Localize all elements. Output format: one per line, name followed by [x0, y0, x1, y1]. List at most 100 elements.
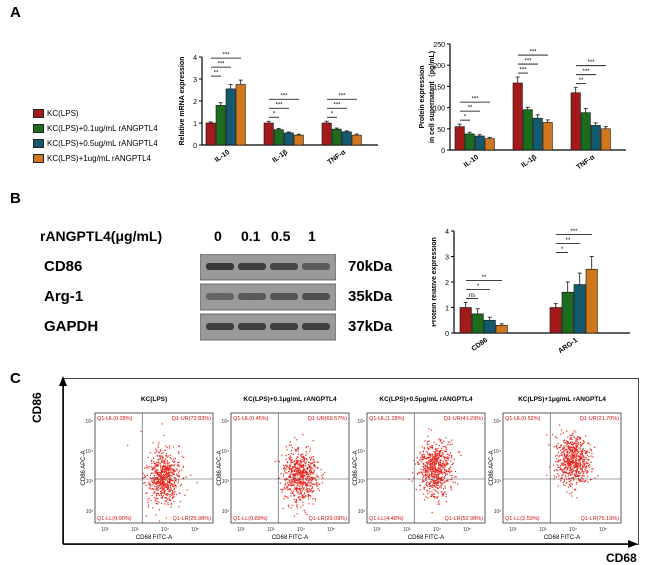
flow-event-dot: [437, 455, 439, 457]
flow-event-dot: [178, 461, 180, 463]
flow-event-dot: [436, 484, 438, 487]
flow-event-dot: [430, 455, 432, 457]
flow-event-dot: [171, 479, 173, 482]
flow-event-dot: [291, 485, 293, 487]
flow-event-dot: [160, 502, 163, 504]
flow-event-dot: [158, 442, 160, 444]
flow-event-dot: [428, 462, 430, 465]
flow-event-dot: [573, 462, 575, 464]
flow-event-dot: [435, 443, 437, 446]
flow-event-dot: [425, 470, 427, 473]
flow-event-dot: [150, 472, 153, 474]
flow-event-dot: [571, 447, 573, 449]
flow-event-dot: [301, 476, 303, 478]
flow-event-dot: [309, 489, 312, 492]
blot-band: [302, 293, 330, 300]
flow-event-dot: [301, 494, 303, 497]
flow-event-dot: [301, 485, 304, 487]
significance-label: ***: [471, 97, 479, 103]
flow-event-dot: [570, 463, 572, 465]
flow-event-dot: [153, 462, 156, 465]
flow-event-dot: [151, 469, 154, 471]
flow-event-dot: [293, 488, 295, 491]
flow-event-dot: [574, 465, 576, 468]
flow-event-dot: [166, 461, 168, 463]
flow-event-dot: [454, 481, 457, 484]
flow-event-dot: [153, 479, 155, 481]
flow-event-dot: [434, 470, 437, 473]
flow-event-dot: [164, 462, 166, 464]
flow-event-dot: [567, 442, 569, 444]
flow-event-dot: [152, 466, 154, 468]
significance-label: ***: [333, 103, 341, 109]
flow-event-dot: [156, 485, 159, 487]
flow-event-dot: [162, 484, 164, 486]
flow-event-dot: [571, 444, 574, 446]
flow-event-dot: [440, 487, 442, 489]
flow-event-dot: [451, 479, 453, 481]
flow-event-dot: [158, 451, 160, 454]
flow-event-dot: [289, 465, 291, 468]
flow-event-dot: [440, 449, 442, 452]
flow-event-dot: [422, 458, 424, 461]
flow-event-dot: [426, 474, 428, 476]
flow-event-dot: [165, 476, 167, 478]
flow-event-dot: [294, 501, 296, 503]
flow-event-dot: [584, 450, 586, 452]
x-tick-label: 10³: [539, 527, 547, 533]
flow-event-dot: [164, 468, 166, 471]
flow-event-dot: [425, 477, 427, 479]
flow-event-dot: [173, 465, 175, 467]
flow-event-dot: [165, 466, 167, 468]
flow-event-dot: [156, 454, 159, 457]
flow-event-dot: [578, 472, 580, 475]
flow-event-dot: [430, 485, 432, 487]
flow-event-dot: [577, 443, 580, 445]
flow-event-dot: [164, 490, 167, 492]
flow-event-dot: [164, 460, 166, 463]
flow-event-dot: [428, 482, 430, 484]
flow-event-dot: [289, 467, 291, 469]
flow-event-dot: [160, 477, 162, 479]
flow-event-dot: [288, 471, 290, 473]
flow-event-dot: [572, 469, 574, 471]
flow-event-dot: [571, 451, 573, 453]
flow-event-dot: [448, 468, 451, 471]
flow-event-dot: [439, 478, 441, 481]
flow-event-dot: [148, 504, 150, 506]
flow-event-dot: [155, 503, 158, 505]
flow-event-dot: [424, 456, 426, 458]
flow-event-dot: [302, 483, 304, 485]
flow-event-dot: [444, 480, 446, 482]
flow-event-dot: [581, 480, 583, 482]
flow-event-dot: [431, 486, 433, 488]
y-tick-label: 10⁴: [493, 449, 501, 455]
flow-event-dot: [313, 464, 316, 466]
flow-event-dot: [585, 452, 587, 455]
flow-event-dot: [569, 451, 571, 453]
flow-event-dot: [300, 471, 302, 473]
flow-event-dot: [434, 468, 436, 470]
flow-event-dot: [154, 452, 156, 454]
flow-event-dot: [570, 466, 572, 468]
flow-event-dot: [445, 462, 447, 464]
flow-event-dot: [151, 481, 154, 483]
flow-event-dot: [431, 491, 433, 493]
flow-event-dot: [433, 485, 435, 487]
flow-event-dot: [444, 446, 446, 448]
flow-event-dot: [297, 491, 300, 493]
flow-event-dot: [452, 462, 454, 464]
flow-event-dot: [572, 459, 574, 462]
flow-event-dot: [436, 477, 438, 479]
flow-event-dot: [314, 483, 316, 485]
flow-event-dot: [443, 477, 445, 479]
flow-event-dot: [305, 451, 307, 453]
flow-event-dot: [310, 471, 313, 473]
flow-event-dot: [569, 461, 571, 463]
flow-event-dot: [164, 470, 166, 472]
flow-event-dot: [440, 459, 442, 462]
flow-event-dot: [163, 462, 165, 464]
flow-event-dot: [302, 471, 304, 473]
significance-label: ***: [570, 229, 578, 235]
flow-event-dot: [563, 468, 565, 470]
